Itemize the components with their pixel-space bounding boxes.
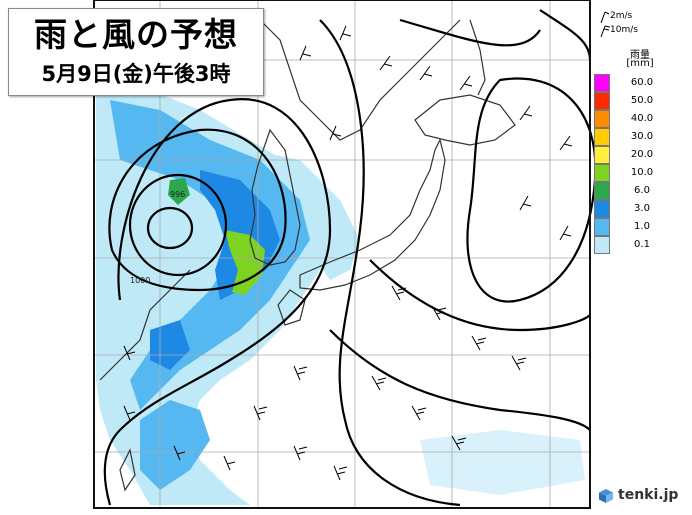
rain-swatch [594,182,610,200]
wind-legend-row: 2m/s [598,10,668,24]
wind-barbs [123,25,573,481]
map-frame [93,0,591,509]
isobar-label-996: 996 [170,190,186,199]
coast-mainland [259,19,461,141]
wind-legend: 2m/s 10m/s [598,10,668,46]
isobar-south [329,329,591,431]
brand-name: tenki.jp [618,487,679,503]
brand-logo: tenki.jp [598,486,688,508]
rain-area-green-2 [168,178,190,205]
rain-level-label: 6.0 [634,185,650,196]
rain-level-label: 40.0 [630,113,654,124]
rain-swatch [594,128,610,146]
rain-swatch [594,218,610,236]
coast-taiwan [119,448,136,492]
coast-hokkaido [414,94,516,146]
isobar-1008 [319,19,461,507]
rain-swatch [594,164,610,182]
rain-swatch [594,146,610,164]
isobar-low-inner [146,206,194,250]
wind-barb-2ms-icon [600,11,610,24]
rain-level-label: 30.0 [630,131,654,142]
rain-level-label: 0.1 [634,239,650,250]
rain-area-mid-south [140,400,210,490]
rain-level-label: 60.0 [630,77,654,88]
rain-swatch [594,92,610,110]
isobar-low-mid [128,173,228,277]
rain-level-label: 10.0 [630,167,654,178]
title-box: 雨と風の予想 5月9日(金)午後3時 [8,8,264,96]
rain-level-label: 1.0 [634,221,650,232]
isobar-east [369,259,591,332]
coast-korea [249,128,301,266]
rain-area-mid [110,100,310,410]
rain-swatch [594,236,610,254]
rain-legend-title: 雨量 [630,50,650,61]
rain-legend: 雨量 [mm] 60.0 50.0 40.0 30.0 20.0 10.0 6.0 3.0 1.… [592,46,680,256]
rain-level-label: 20.0 [630,149,654,160]
rain-level-label: 50.0 [630,95,654,106]
map-title: 雨と風の予想 [34,15,238,54]
rain-area-green [225,230,265,295]
coast-sakhalin [469,19,486,96]
coast-china [99,269,191,381]
isobar-1004 [103,98,332,506]
rain-swatch [594,200,610,218]
isobar-1016 [399,18,541,47]
isobar-high [466,77,597,303]
rain-area-light-south [420,430,585,495]
coast-honshu [299,138,446,291]
rain-swatch [594,74,610,92]
coast-kyushu [277,289,306,326]
wind-legend-label: 2m/s [610,11,633,21]
rain-swatch [594,110,610,128]
isobars [103,9,597,507]
wind-barb-10ms-icon [600,25,610,38]
isobar-low-outer [108,128,287,292]
wind-legend-label: 10m/s [610,25,638,35]
rain-legend-unit: [mm] [626,58,654,69]
map-datetime: 5月9日(金)午後3時 [41,62,231,86]
cube-icon [599,489,613,503]
rain-level-label: 3.0 [634,203,650,214]
isobar-label-1000: 1000 [130,276,151,285]
coastlines [99,19,516,492]
wind-legend-row: 10m/s [598,24,668,38]
